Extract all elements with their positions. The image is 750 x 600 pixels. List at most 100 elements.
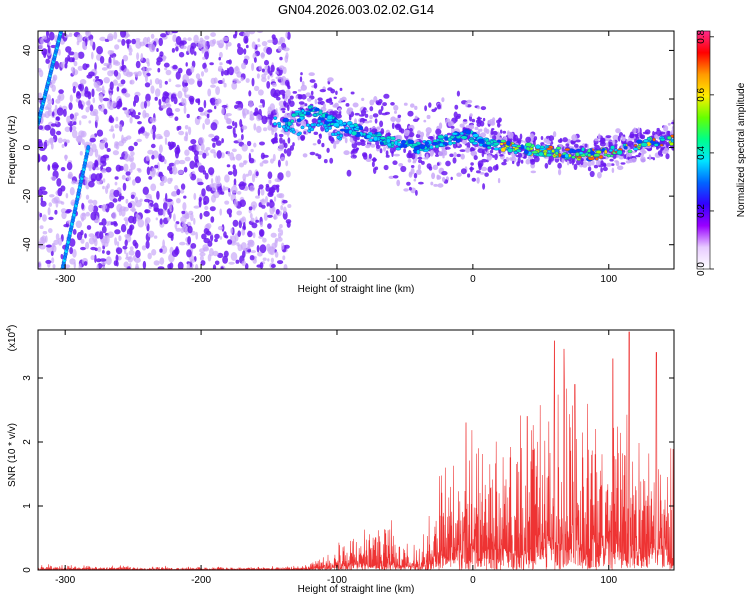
spectrogram-point [492, 154, 495, 158]
spectrogram-point [222, 255, 229, 264]
spectrogram-point [94, 247, 98, 252]
spectrogram-point [129, 224, 135, 231]
spectrogram-point [132, 216, 137, 225]
spectrogram-point [257, 187, 261, 197]
spectrogram-point [394, 110, 397, 114]
spectrogram-point [109, 81, 114, 91]
spectrogram-point [49, 194, 55, 198]
spectrogram-point [77, 65, 84, 71]
spectrogram-point [190, 173, 197, 181]
spectrogram-point [277, 260, 284, 265]
spectrogram-point [501, 161, 507, 166]
spectrogram-point [408, 131, 415, 138]
spectrogram-point [197, 181, 204, 186]
spectrogram-track-point [310, 123, 315, 127]
spectrogram-point [517, 152, 523, 158]
spectrogram-point [64, 154, 68, 162]
spectrogram-point [489, 150, 494, 154]
spectrogram-point [620, 162, 626, 165]
spectrogram-track-point [447, 140, 453, 146]
spectrogram-track-point [500, 147, 506, 153]
spectrogram-point [54, 60, 60, 70]
spectrogram-point [212, 264, 217, 269]
spectrogram-track-point [564, 153, 569, 159]
spectrogram-point [144, 198, 150, 203]
spectrogram-point [570, 141, 576, 145]
spectrogram-point [375, 140, 380, 146]
spectrogram-point [149, 117, 157, 123]
spectrogram-point [243, 222, 246, 230]
spectrogram-point [172, 34, 177, 43]
spectrogram-point [142, 37, 149, 46]
spectrogram-point [666, 130, 670, 136]
spectrogram-point [96, 87, 102, 92]
spectrogram-point [123, 163, 129, 172]
spectrogram-point [124, 153, 131, 162]
spectrogram-point [383, 146, 387, 152]
spectrogram-point [230, 252, 238, 261]
spectrogram-point [101, 85, 105, 93]
spectrogram-point [197, 98, 201, 106]
spectrogram-track-point [587, 153, 592, 158]
snr-series-line [38, 331, 674, 570]
spectrogram-point [597, 171, 602, 179]
spectrogram-point [96, 46, 103, 55]
spectrogram-point [267, 110, 272, 115]
spectrogram-point [51, 111, 55, 117]
spectrogram-point [473, 155, 478, 161]
spectrogram-point [198, 198, 202, 208]
spectrogram-point [481, 158, 487, 163]
spectrogram-point [228, 66, 235, 76]
spectrogram-track-point [496, 139, 501, 143]
spectrogram-point [125, 252, 129, 259]
spectrogram-point [148, 205, 152, 209]
spectrogram-point [393, 153, 400, 157]
spectrogram-track-point [351, 130, 358, 136]
spectrogram-point [178, 130, 185, 136]
spectrogram-track-point [359, 127, 364, 131]
spectrogram-point [151, 167, 156, 175]
spectrogram-point [65, 139, 70, 144]
spectrogram-point [68, 32, 73, 38]
spectrogram-track-point [332, 122, 340, 128]
spectrogram-point [89, 104, 94, 112]
spectrogram-point [209, 62, 214, 66]
spectrogram-point [469, 124, 475, 130]
spectrogram-point [174, 159, 180, 165]
spectrogram-point [142, 186, 149, 195]
spectrogram-point [55, 119, 58, 125]
spectrogram-point [305, 92, 311, 97]
spectrogram-point [333, 143, 337, 149]
spectrogram-point [210, 77, 216, 85]
spectrogram-point [78, 263, 82, 269]
spectrogram-point [283, 264, 288, 269]
spectrogram-point [214, 233, 220, 239]
spectrogram-point [147, 252, 152, 260]
spectrogram-point [283, 100, 287, 107]
spectrogram-point [269, 103, 275, 111]
spectrogram-point [255, 125, 262, 133]
spectrogram-point [380, 128, 385, 135]
spectrogram-point [453, 152, 457, 158]
spectrogram-point [186, 249, 192, 258]
spectrogram-track-point [366, 134, 372, 139]
spectrogram-point [250, 217, 255, 223]
spectrogram-point [115, 116, 119, 122]
spectrogram-point [232, 164, 236, 170]
spectrogram-point [382, 102, 387, 107]
spectrogram-point [51, 257, 55, 264]
spectrogram-point [168, 78, 172, 83]
snr-x-tick-label: -200 [191, 575, 211, 586]
spectrogram-point [249, 110, 254, 119]
spectrogram-point [262, 154, 269, 158]
spectrogram-point [282, 93, 286, 97]
spectrogram-point [63, 224, 69, 228]
spectrogram-point [163, 62, 170, 68]
spectrogram-point [414, 115, 418, 120]
spectrogram-point [130, 162, 136, 170]
spectrogram-point [183, 88, 187, 97]
spectrogram-point [452, 143, 458, 149]
spectrogram-point [125, 198, 129, 204]
spectrogram-point [259, 162, 264, 167]
spectrogram-point [102, 178, 106, 183]
